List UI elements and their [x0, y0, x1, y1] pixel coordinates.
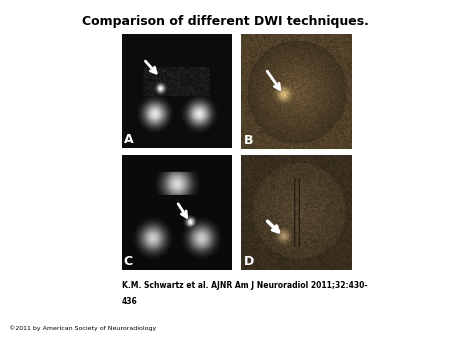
- Text: 436: 436: [122, 297, 137, 307]
- Text: B: B: [243, 134, 253, 147]
- Text: AJNR: AJNR: [323, 292, 397, 316]
- Text: AMERICAN JOURNAL OF NEURORADIOLOGY: AMERICAN JOURNAL OF NEURORADIOLOGY: [292, 322, 428, 327]
- Text: D: D: [243, 255, 254, 268]
- Text: C: C: [124, 255, 133, 268]
- Text: Comparison of different DWI techniques.: Comparison of different DWI techniques.: [81, 15, 369, 28]
- Text: K.M. Schwartz et al. AJNR Am J Neuroradiol 2011;32:430-: K.M. Schwartz et al. AJNR Am J Neuroradi…: [122, 281, 367, 290]
- Text: A: A: [124, 133, 133, 146]
- Text: ©2011 by American Society of Neuroradiology: ©2011 by American Society of Neuroradiol…: [9, 325, 156, 331]
